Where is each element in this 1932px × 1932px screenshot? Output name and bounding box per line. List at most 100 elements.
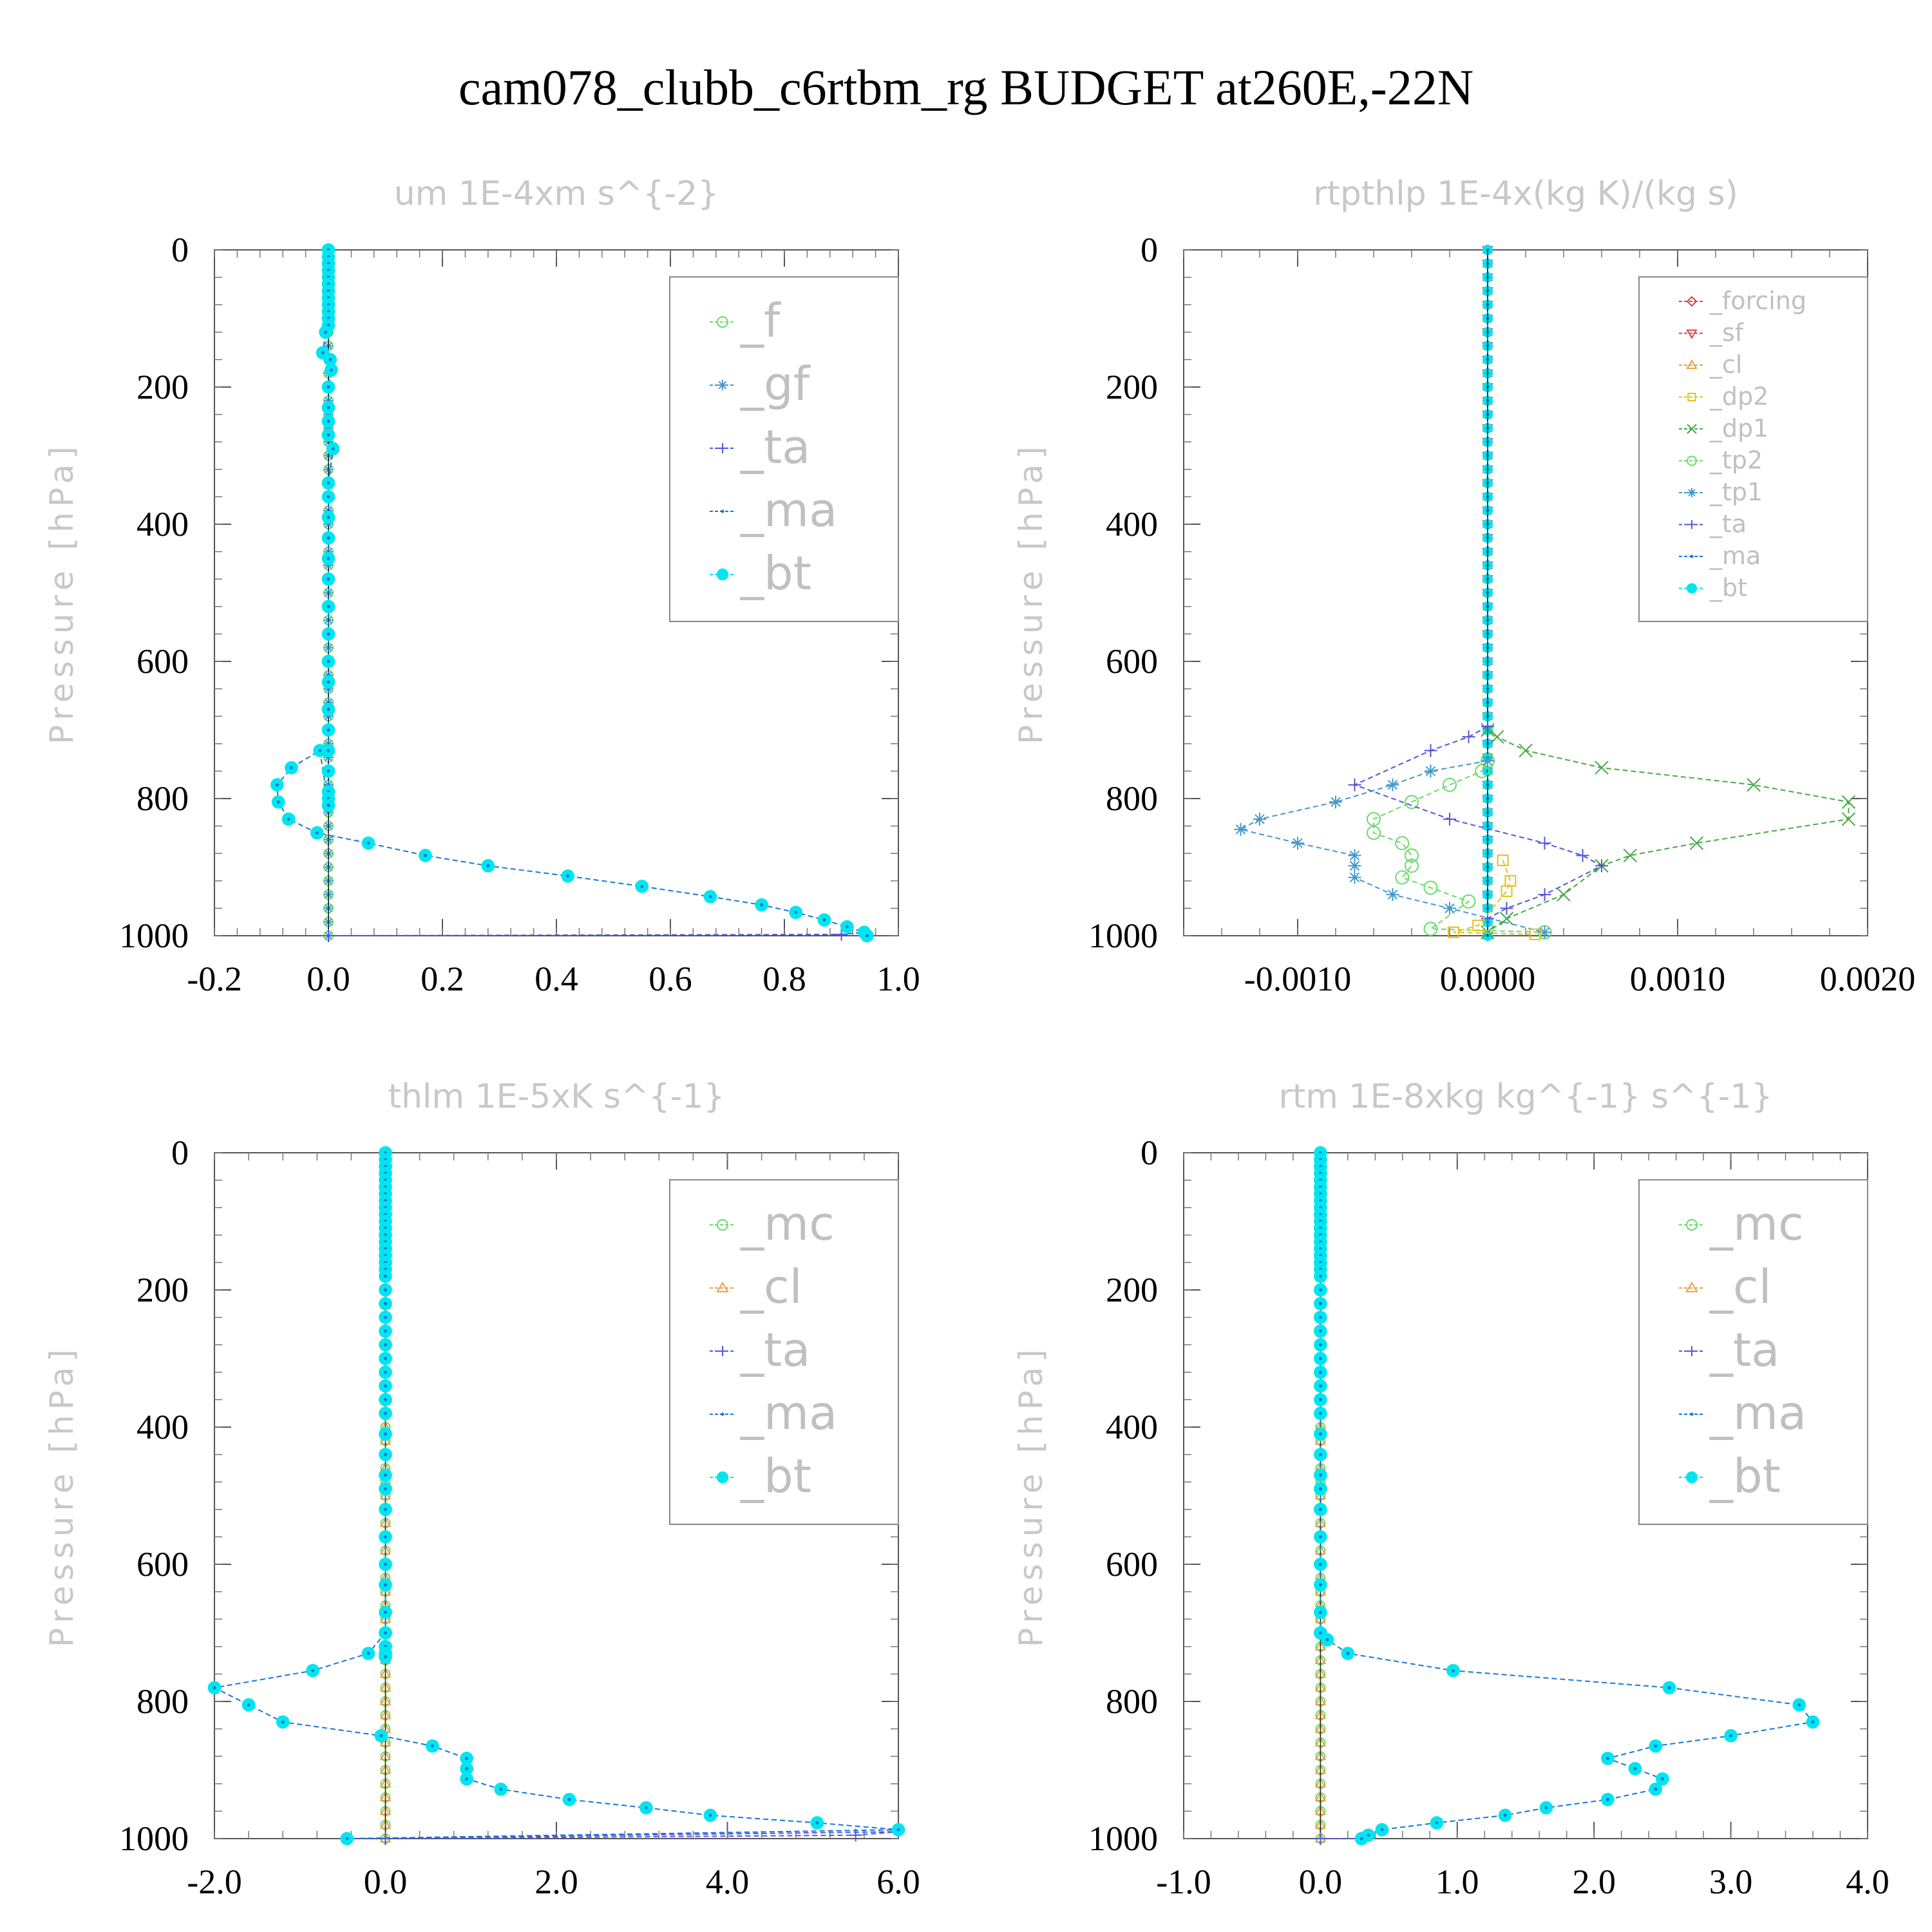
y-tick-label: 800 (137, 1682, 189, 1721)
point-ma (384, 1583, 387, 1587)
point-ma (384, 1302, 387, 1305)
point-dp2 (1497, 854, 1509, 866)
legend-marker-ma (721, 509, 724, 513)
point-tp1 (1348, 859, 1361, 873)
point-ma (384, 1611, 387, 1615)
legend-marker-cl (1685, 1282, 1698, 1293)
point-ta (1348, 778, 1361, 791)
point-ma (566, 874, 570, 878)
point-ta (322, 929, 335, 942)
point-ma (327, 481, 330, 485)
point-ma (1797, 1703, 1801, 1707)
legend-label-f: _f (740, 294, 781, 348)
point-ma (1633, 1766, 1637, 1770)
point-ma (1503, 1814, 1507, 1817)
legend-label-bt: _bt (740, 546, 811, 600)
point-tp2 (1405, 858, 1419, 873)
y-tick-label: 0 (1141, 1133, 1158, 1172)
point-ma (327, 680, 330, 684)
legend-marker-ma (721, 1412, 724, 1416)
panel-title: thlm 1E-5xK s^{-1} (388, 1077, 725, 1116)
legend-marker-bt (716, 1471, 729, 1484)
point-ma (213, 1686, 216, 1690)
y-tick-label: 800 (1106, 1682, 1158, 1721)
point-ma (1605, 1797, 1609, 1801)
point-ta (1576, 849, 1589, 862)
y-tick-label: 600 (1106, 1545, 1158, 1584)
series-line-dp2 (1453, 860, 1535, 935)
point-tp2 (1475, 764, 1490, 779)
point-ma (384, 1329, 387, 1333)
y-tick-label: 1000 (119, 916, 189, 955)
point-ma (281, 1720, 285, 1724)
legend-marker-ma (1690, 554, 1694, 558)
y-tick-label: 200 (137, 368, 189, 406)
point-ma (384, 1535, 387, 1539)
x-tick-label: 6.0 (876, 1862, 920, 1901)
point-ma (1605, 1756, 1609, 1760)
point-tp2 (1395, 836, 1410, 851)
point-ma (366, 841, 370, 845)
point-ma (1380, 1828, 1384, 1832)
x-tick-label: 0.0000 (1440, 960, 1536, 998)
point-ma (794, 911, 798, 914)
y-tick-label: 200 (1106, 368, 1158, 406)
point-ma (327, 556, 330, 560)
y-tick-label: 1000 (119, 1819, 189, 1858)
x-tick-label: 2.0 (1572, 1862, 1616, 1901)
point-ma (465, 1756, 469, 1760)
x-tick-label: 0.8 (762, 960, 806, 998)
point-ma (366, 1651, 370, 1655)
point-ma (1318, 1384, 1322, 1388)
point-ma (315, 831, 319, 835)
legend-label-dp2: _dp2 (1709, 383, 1768, 411)
plot-panel-1: um 1E-4xm s^{-2} Pressure [hPa] 0 200 400 600… (43, 175, 920, 998)
series-line-tp2 (1373, 760, 1545, 933)
point-ma (1346, 1651, 1350, 1655)
figure-title: cam078_clubb_c6rtbm_rg BUDGET at260E,-22… (459, 59, 1473, 115)
point-ma (384, 1432, 387, 1436)
point-ma (384, 1412, 387, 1416)
y-tick-label: 600 (137, 1545, 189, 1584)
point-ma (328, 357, 332, 361)
plot-panel-2: rtpthlp 1E-4x(kg K)/(kg s) Pressure [hPa]… (1012, 175, 1915, 998)
legend-marker-gf (717, 380, 728, 390)
point-dp1 (1490, 730, 1504, 744)
point-tp2 (1461, 894, 1476, 909)
point-ma (384, 1655, 387, 1659)
point-tp1 (1443, 902, 1456, 915)
point-ma (465, 1777, 469, 1781)
point-ta (1500, 902, 1513, 915)
point-ta (1595, 859, 1608, 873)
point-tp1 (1538, 925, 1551, 939)
point-ma (1318, 1397, 1322, 1401)
point-ma (1318, 1611, 1322, 1615)
point-ma (760, 903, 764, 907)
point-ma (1325, 1638, 1329, 1642)
point-ma (384, 1473, 387, 1477)
series-line-ta (1352, 726, 1604, 920)
point-ma (896, 1828, 900, 1832)
point-ma (384, 1274, 387, 1278)
legend-label-ta: _ta (740, 1323, 810, 1377)
point-dp1 (1689, 836, 1704, 850)
point-ma (499, 1787, 503, 1791)
x-tick-label: 2.0 (535, 1862, 578, 1901)
legend-label-bt: _bt (740, 1449, 811, 1503)
point-ma (567, 1797, 571, 1801)
point-ma (384, 1631, 387, 1634)
point-ma (276, 800, 280, 804)
point-ma (1451, 1669, 1455, 1672)
panel-title: rtm 1E-8xkg kg^{-1} s^{-1} (1278, 1077, 1772, 1116)
point-ma (327, 495, 330, 498)
legend-label-tp2: _tp2 (1709, 446, 1763, 475)
point-ma (384, 1357, 387, 1360)
point-dp1 (1747, 777, 1761, 792)
point-ma (327, 769, 330, 773)
point-dp1 (1519, 743, 1533, 758)
x-tick-label: 0.0 (307, 960, 350, 998)
point-ma (327, 536, 330, 540)
point-ma (331, 447, 335, 451)
x-tick-label: 0.2 (421, 960, 464, 998)
point-ma (287, 817, 290, 821)
